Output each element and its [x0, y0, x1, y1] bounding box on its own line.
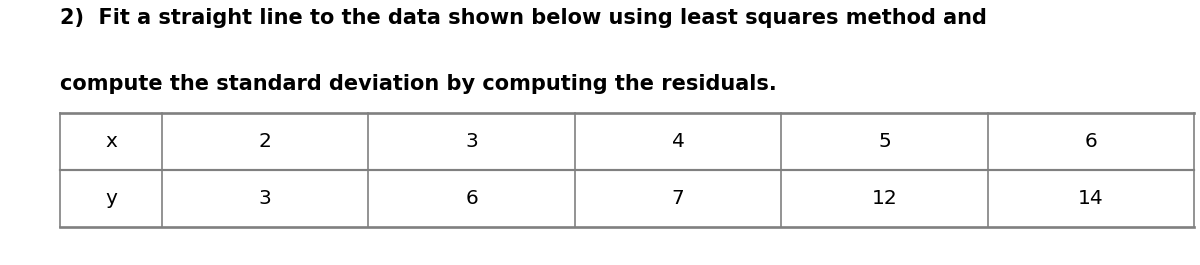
Text: 14: 14: [1078, 189, 1104, 207]
Text: 3: 3: [466, 132, 478, 151]
Text: x: x: [106, 132, 116, 151]
Text: 3: 3: [259, 189, 271, 207]
Text: 6: 6: [466, 189, 478, 207]
Text: 5: 5: [878, 132, 890, 151]
Text: 2)  Fit a straight line to the data shown below using least squares method and: 2) Fit a straight line to the data shown…: [60, 8, 986, 28]
Text: 6: 6: [1085, 132, 1097, 151]
Text: 4: 4: [672, 132, 684, 151]
Text: 2: 2: [259, 132, 271, 151]
Text: 12: 12: [871, 189, 898, 207]
Text: compute the standard deviation by computing the residuals.: compute the standard deviation by comput…: [60, 74, 776, 94]
Text: y: y: [106, 189, 116, 207]
Text: 7: 7: [672, 189, 684, 207]
